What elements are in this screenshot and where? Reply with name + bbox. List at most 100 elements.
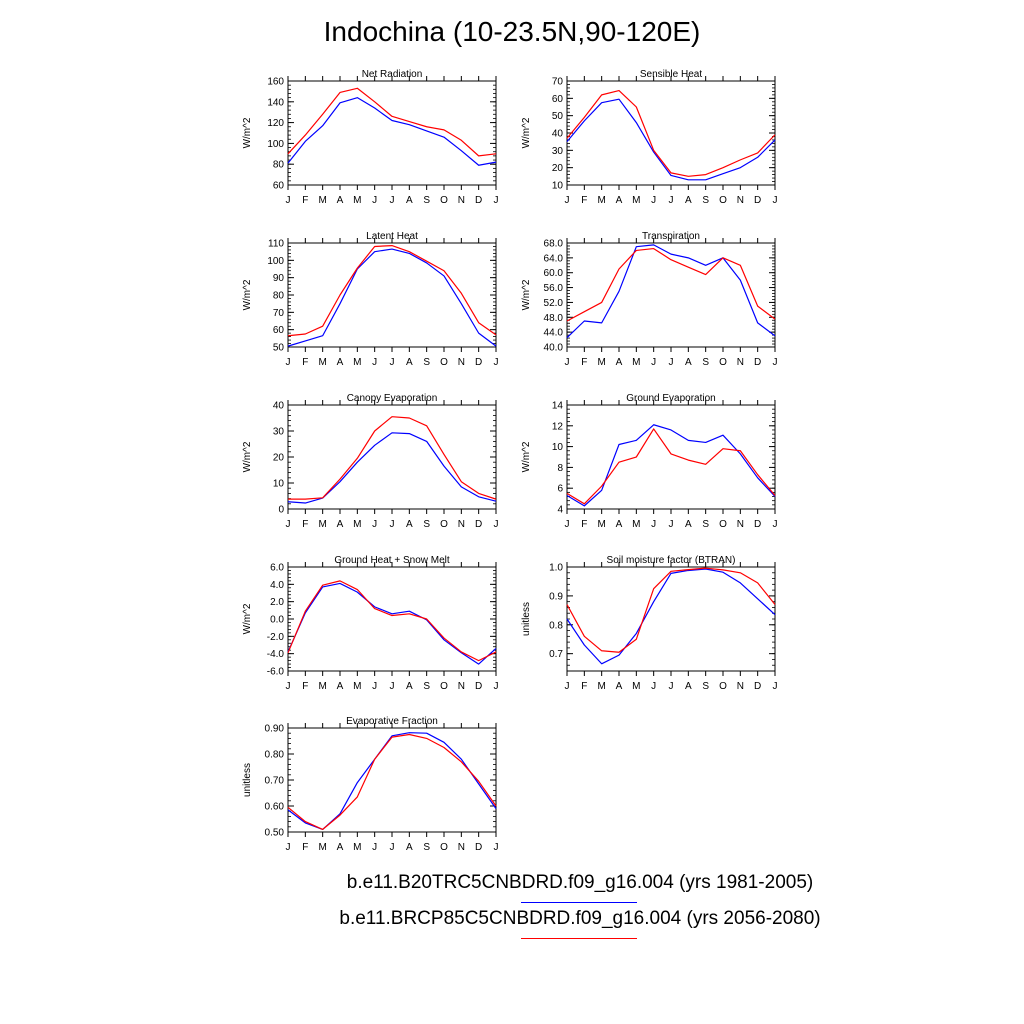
y-tick-label: 0.9 [549,591,563,602]
x-tick-label: F [302,195,308,206]
x-tick-label: F [302,357,308,368]
x-tick-label: N [737,357,744,368]
x-tick-label: M [353,519,361,530]
x-tick-label: J [773,195,778,206]
x-tick-label: J [494,195,499,206]
x-tick-label: A [337,842,344,853]
x-tick-label: M [632,195,640,206]
x-tick-label: M [353,842,361,853]
x-tick-label: M [318,195,326,206]
x-tick-label: F [581,519,587,530]
x-tick-label: M [318,842,326,853]
x-tick-label: O [440,357,448,368]
x-tick-label: J [565,357,570,368]
x-tick-label: J [372,842,377,853]
x-tick-label: N [737,519,744,530]
x-tick-label: N [737,195,744,206]
panel-title: Canopy Evaporation [347,393,438,404]
chart-panel: Soil moisture factor (BTRAN) unitless 0.7 0… [521,555,778,692]
x-tick-label: S [423,842,430,853]
x-tick-label: D [754,357,761,368]
series-line-red [566,428,776,505]
x-tick-label: A [406,519,413,530]
x-tick-label: J [372,519,377,530]
y-tick-label: 100 [267,256,284,267]
x-tick-label: S [423,357,430,368]
x-tick-label: S [423,681,430,692]
y-tick-label: 20 [273,453,285,464]
x-tick-label: J [372,357,377,368]
plot-frame [287,242,497,348]
y-axis-label: W/m^2 [242,117,253,148]
series-line-red [287,245,497,337]
x-tick-label: J [286,195,291,206]
y-tick-label: 0.80 [265,750,285,761]
x-tick-label: J [286,357,291,368]
y-tick-label: 0.60 [265,802,285,813]
x-tick-label: J [565,519,570,530]
plot-frame [287,727,497,833]
series-line-blue [287,248,497,347]
y-tick-label: 90 [273,273,285,284]
y-tick-label: 100 [267,139,284,150]
panel-title: Soil moisture factor (BTRAN) [607,555,736,566]
plot-frame [287,404,497,510]
x-tick-label: M [632,681,640,692]
x-tick-label: A [685,195,692,206]
x-tick-label: A [337,681,344,692]
x-tick-label: O [719,357,727,368]
x-tick-label: D [754,519,761,530]
x-tick-label: A [616,519,623,530]
x-tick-label: N [737,681,744,692]
x-tick-label: A [685,519,692,530]
y-axis-label: W/m^2 [521,441,532,472]
figure-title: Indochina (10-23.5N,90-120E) [323,16,701,47]
x-tick-label: J [494,519,499,530]
y-tick-label: 0.7 [549,649,563,660]
series-line-blue [566,424,776,507]
y-tick-label: 30 [552,146,564,157]
x-tick-label: A [337,357,344,368]
x-tick-label: S [702,195,709,206]
x-tick-label: F [302,842,308,853]
x-tick-label: J [372,195,377,206]
y-tick-label: 110 [268,239,284,250]
y-tick-label: 0.8 [549,620,563,631]
panel-title: Sensible Heat [640,69,702,80]
x-tick-label: O [719,519,727,530]
x-tick-label: J [286,842,291,853]
x-tick-label: O [440,842,448,853]
chart-panel: Transpiration W/m^2 40.0 44.0 48.0 52.0 56.0 60… [521,231,778,368]
x-tick-label: O [440,195,448,206]
x-tick-label: N [458,842,465,853]
panel-title: Ground Evaporation [626,393,716,404]
y-tick-label: -2.0 [267,632,285,643]
y-tick-label: 70 [273,308,285,319]
series-line-red [287,580,497,662]
x-tick-label: D [475,681,482,692]
x-tick-label: J [565,681,570,692]
y-tick-label: 68.0 [544,239,564,250]
series-line-blue [566,568,776,665]
series-line-red [566,567,776,653]
x-tick-label: J [651,519,656,530]
y-tick-label: 60 [273,325,285,336]
y-tick-label: 4 [557,505,563,516]
x-tick-label: D [475,357,482,368]
x-tick-label: O [440,681,448,692]
series-line-blue [287,432,497,504]
panel-title: Ground Heat + Snow Melt [334,555,450,566]
legend-entry-1: b.e11.B20TRC5CNBDRD.f09_g16.004 (yrs 198… [260,872,900,894]
plot-frame [566,80,776,186]
series-line-red [288,416,497,500]
x-tick-label: O [440,519,448,530]
x-tick-label: O [719,195,727,206]
series-line-red [566,247,776,322]
x-tick-label: F [581,357,587,368]
y-axis-label: W/m^2 [521,279,532,310]
x-tick-label: N [458,519,465,530]
x-tick-label: A [685,681,692,692]
x-tick-label: M [318,519,326,530]
